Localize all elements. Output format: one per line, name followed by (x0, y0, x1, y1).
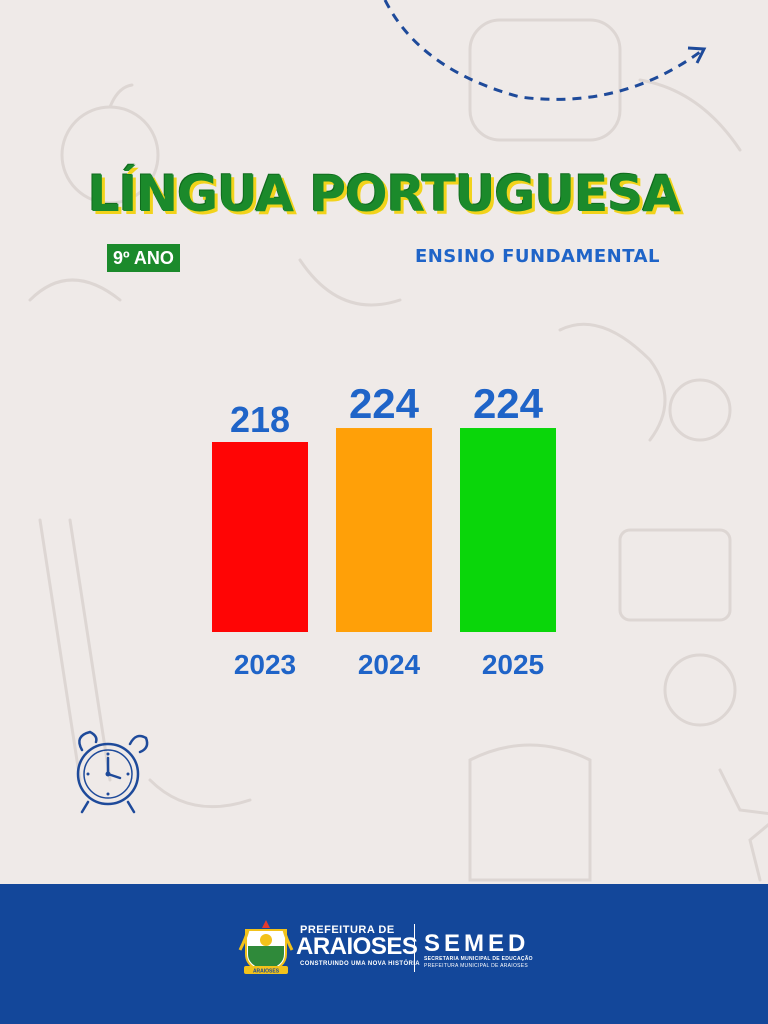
footer-logo: ARAIOSES PREFEITURA DE ARAIOSES CONSTRUI… (238, 916, 534, 980)
footer-bar (0, 884, 768, 1024)
grade-badge: 9º ANO (107, 244, 180, 272)
dashed-arrow-icon (383, 0, 707, 101)
category-label-2024: 2024 (358, 649, 421, 680)
category-label-2023: 2023 (234, 649, 296, 680)
prefeitura-label: PREFEITURA DE (300, 924, 395, 936)
page-title: LÍNGUA PORTUGUESA (87, 165, 681, 223)
level-label: ENSINO FUNDAMENTAL (414, 246, 660, 267)
bar-2023 (212, 442, 308, 632)
slogan: CONSTRUINDO UMA NOVA HISTÓRIA (300, 961, 421, 967)
semed-label: SEMED (424, 930, 530, 957)
bar-value-label-2025: 224 (473, 380, 544, 427)
background-doodles (28, 18, 768, 882)
semed-subtitle-1: SECRETARIA MUNICIPAL DE EDUCAÇÃO (424, 956, 533, 962)
bar-value-label-2023: 218 (230, 399, 290, 440)
category-label-2025: 2025 (482, 649, 544, 680)
bar-value-label-2024: 224 (349, 380, 420, 427)
bar-2024 (336, 428, 432, 632)
alarm-clock-icon (76, 730, 149, 814)
crest-icon: ARAIOSES (238, 920, 294, 975)
crest-label: ARAIOSES (253, 969, 280, 975)
semed-subtitle-2: PREFEITURA MUNICIPAL DE ARAIOSES (424, 963, 529, 969)
bar-2025 (460, 428, 556, 632)
logo-divider (414, 924, 415, 972)
bar-chart: 218 2023 224 2024 224 2025 (212, 380, 556, 680)
city-name: ARAIOSES (296, 933, 418, 960)
